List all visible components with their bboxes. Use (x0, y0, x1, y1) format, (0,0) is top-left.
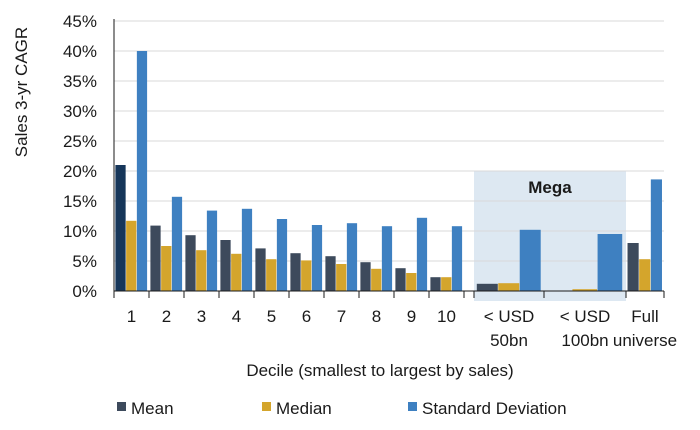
legend-swatch-mean (117, 402, 126, 411)
bar-standard-deviation (597, 234, 623, 291)
bar-mean (395, 268, 406, 291)
bar-mean (150, 225, 161, 291)
bar-median (161, 246, 172, 291)
y-tick-label: 15% (63, 192, 97, 211)
x-tick-label: Full (631, 307, 658, 326)
bar-median (441, 277, 452, 291)
bar-median (196, 250, 207, 291)
bar-median (572, 289, 598, 291)
x-tick-label: 2 (162, 307, 171, 326)
x-tick-label: 5 (267, 307, 276, 326)
bar-median (266, 259, 277, 291)
bar-median (336, 264, 347, 291)
legend-label-standard-deviation: Standard Deviation (422, 399, 567, 418)
legend-label-median: Median (276, 399, 332, 418)
tick-labels-layer: 0% 5% 10% 15% 20% 25% 30% 35% 40% 45% 1 2 3 4 5 6 7 8 9 10 <… (63, 12, 677, 350)
legend: Mean Median Standard Deviation (117, 399, 567, 418)
axes-layer (113, 19, 665, 298)
bar-mean (476, 283, 498, 291)
bars-layer (115, 51, 662, 291)
bar-median (231, 253, 242, 291)
bar-mean (627, 243, 639, 291)
bar-standard-deviation (346, 223, 358, 291)
x-axis-title: Decile (smallest to largest by sales) (246, 361, 513, 380)
bar-median (126, 220, 137, 291)
x-tick-label: 9 (407, 307, 416, 326)
bar-mean (360, 262, 371, 291)
bar-standard-deviation (241, 208, 253, 291)
y-axis-title: Sales 3-yr CAGR (12, 27, 31, 157)
bar-standard-deviation (136, 51, 148, 291)
y-tick-label: 40% (63, 42, 97, 61)
bar-mean (290, 253, 301, 291)
legend-label-mean: Mean (131, 399, 174, 418)
y-tick-label: 10% (63, 222, 97, 241)
bar-mean (430, 277, 441, 291)
bar-standard-deviation (416, 217, 428, 291)
x-tick-label: 10 (437, 307, 456, 326)
bar-mean (325, 256, 336, 291)
x-tick-label: 1 (127, 307, 136, 326)
y-tick-label: 45% (63, 12, 97, 31)
x-tick-label: 3 (197, 307, 206, 326)
y-tick-label: 25% (63, 132, 97, 151)
bar-median (639, 259, 651, 291)
bar-standard-deviation (171, 196, 183, 291)
legend-swatch-median (262, 402, 271, 411)
bar-mean (115, 165, 126, 291)
bar-standard-deviation (519, 229, 541, 291)
bar-median (406, 273, 417, 291)
bar-median (371, 268, 382, 291)
x-tick-label: 50bn (490, 331, 528, 350)
x-tick-label: 6 (302, 307, 311, 326)
y-tick-label: 0% (72, 282, 97, 301)
y-tick-label: 30% (63, 102, 97, 121)
bar-median (301, 260, 312, 291)
bar-standard-deviation (276, 219, 288, 291)
x-tick-label: 8 (372, 307, 381, 326)
legend-swatch-standard-deviation (408, 402, 417, 411)
x-tick-label: < USD (484, 307, 535, 326)
x-tick-label: 100bn (561, 331, 608, 350)
x-tick-label: 4 (232, 307, 241, 326)
bar-standard-deviation (650, 179, 662, 291)
bar-standard-deviation (381, 226, 393, 291)
bar-mean (255, 248, 266, 291)
bar-mean (185, 235, 196, 291)
shaded-region-label: Mega (528, 178, 572, 197)
x-tick-label: 7 (337, 307, 346, 326)
x-tick-label: universe (613, 331, 677, 350)
bar-median (498, 283, 520, 291)
bar-standard-deviation (311, 225, 323, 291)
bar-mean (220, 240, 231, 291)
y-tick-label: 5% (72, 252, 97, 271)
bar-standard-deviation (206, 210, 218, 291)
y-tick-label: 20% (63, 162, 97, 181)
bar-standard-deviation (451, 226, 463, 291)
x-tick-label: < USD (560, 307, 611, 326)
y-tick-label: 35% (63, 72, 97, 91)
